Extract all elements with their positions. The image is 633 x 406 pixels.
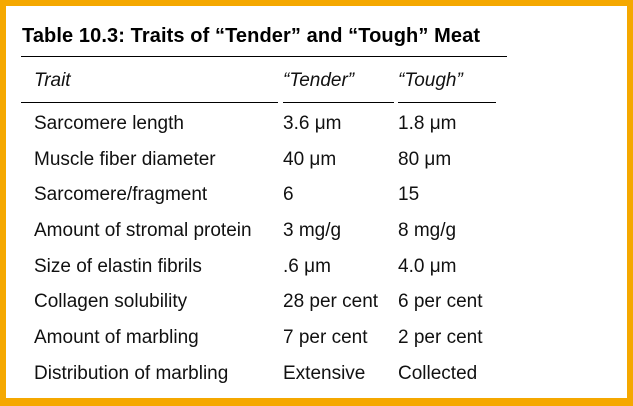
trait-cell: Muscle fiber diameter <box>34 149 216 170</box>
header-rule-tough <box>398 102 496 103</box>
tough-cell: 2 per cent <box>398 327 483 348</box>
trait-cell: Sarcomere length <box>34 113 184 134</box>
tough-cell: 8 mg/g <box>398 220 457 241</box>
tough-cell: 6 per cent <box>398 291 483 312</box>
tough-cell: 15 <box>398 184 420 205</box>
tender-cell: .6 μm <box>283 256 331 277</box>
tender-cell: 6 <box>283 184 294 205</box>
trait-cell: Collagen solubility <box>34 291 188 312</box>
tender-cell: 3.6 μm <box>283 113 342 134</box>
header-rule-trait <box>21 102 278 103</box>
trait-cell: Amount of stromal protein <box>34 220 252 241</box>
tender-cell: 40 μm <box>283 149 337 170</box>
trait-cell: Sarcomere/fragment <box>34 184 208 205</box>
trait-cell: Amount of marbling <box>34 327 199 348</box>
header-tough: “Tough” <box>398 70 463 91</box>
tough-cell: Collected <box>398 363 478 384</box>
table-title: Table 10.3: Traits of “Tender” and “Toug… <box>22 25 481 47</box>
header-trait: Trait <box>34 70 71 91</box>
tender-cell: 7 per cent <box>283 327 368 348</box>
tender-cell: 28 per cent <box>283 291 379 312</box>
tender-cell: 3 mg/g <box>283 220 342 241</box>
header-tender: “Tender” <box>283 70 355 91</box>
header-rule-tender <box>283 102 394 103</box>
trait-cell: Distribution of marbling <box>34 363 229 384</box>
tender-cell: Extensive <box>283 363 366 384</box>
tough-cell: 80 μm <box>398 149 452 170</box>
tough-cell: 4.0 μm <box>398 256 457 277</box>
trait-cell: Size of elastin fibrils <box>34 256 202 277</box>
tough-cell: 1.8 μm <box>398 113 457 134</box>
title-rule <box>21 56 507 57</box>
